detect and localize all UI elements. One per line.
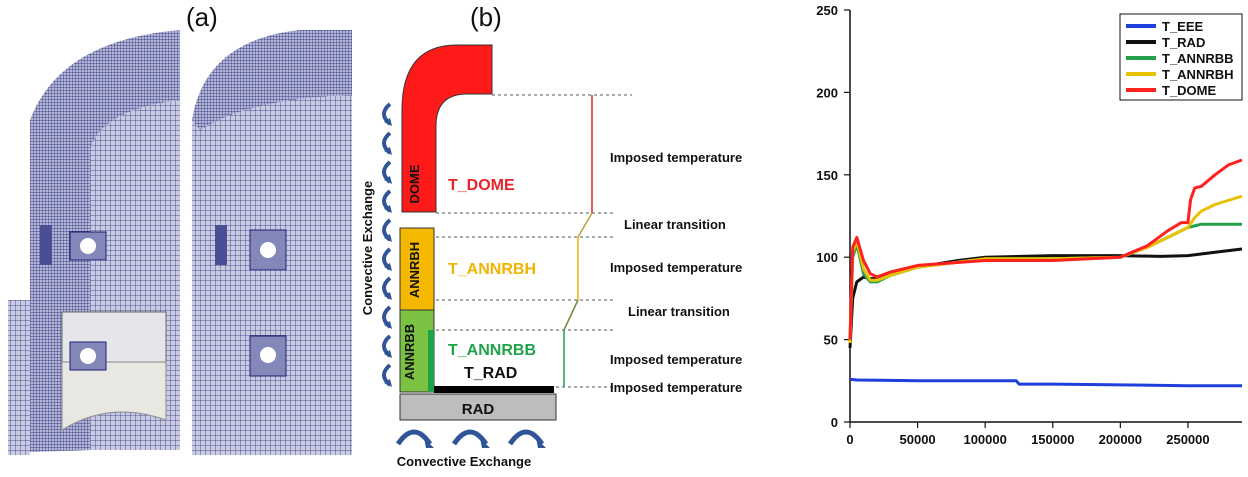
- mesh-model-cut: [8, 30, 180, 455]
- legend-label: T_EEE: [1162, 19, 1204, 34]
- series-line-t-dome: [848, 158, 1243, 340]
- curved-arrow-icon: [451, 429, 489, 446]
- annotation-linear-1: Linear transition: [624, 217, 726, 232]
- arrowhead-icon: [384, 234, 392, 242]
- x-tick-label: 250000: [1166, 432, 1209, 447]
- arrowhead-icon: [384, 118, 392, 126]
- rad-plate: [434, 386, 554, 393]
- annotation-imposed-4: Imposed temperature: [610, 380, 742, 395]
- schematic-diagram: DOME ANNRBH ANNRBB RAD T_DOME T_ANNRBH T…: [360, 44, 742, 469]
- panel-label-b: (b): [470, 2, 502, 32]
- arrowhead-icon: [384, 321, 392, 329]
- arrowhead-icon: [424, 438, 434, 448]
- arrowhead-icon: [536, 438, 546, 448]
- mesh-panel: (a): [0, 0, 352, 472]
- annotation-imposed-3: Imposed temperature: [610, 352, 742, 367]
- arrowhead-icon: [384, 379, 392, 387]
- arrowhead-icon: [384, 292, 392, 300]
- legend-label: T_ANNRBB: [1162, 51, 1234, 66]
- mesh-illustration: [8, 30, 352, 455]
- legend-label: T_RAD: [1162, 35, 1205, 50]
- t-annrbb-label: T_ANNRBB: [448, 342, 536, 359]
- convective-arrows-left: [382, 102, 392, 387]
- profile-transition-1: [577, 212, 593, 238]
- y-tick-label: 100: [816, 250, 838, 265]
- series-line-t-annrbb: [848, 222, 1242, 340]
- arrowhead-icon: [384, 263, 392, 271]
- profile-transition-2: [563, 299, 579, 331]
- annotation-linear-2: Linear transition: [628, 304, 730, 319]
- dome-label: DOME: [407, 164, 422, 203]
- convective-label-bottom: Convective Exchange: [397, 454, 531, 469]
- rad-block: [399, 393, 557, 421]
- t-annrbh-label: T_ANNRBH: [448, 261, 536, 278]
- chart-panel: 0 50 100 150 200 250 0 50000 100000 150000 200000 2…: [790, 0, 1248, 472]
- arrowhead-icon: [384, 176, 392, 184]
- annotation-imposed-2: Imposed temperature: [610, 260, 742, 275]
- legend-label: T_DOME: [1162, 83, 1217, 98]
- y-tick-label: 0: [831, 415, 838, 430]
- y-tick-label: 250: [816, 3, 838, 18]
- annrbb-label: ANNRBB: [402, 324, 417, 380]
- legend-label: T_ANNRBH: [1162, 67, 1234, 82]
- series-line-t-eee: [849, 377, 1242, 388]
- panel-label-a: (a): [186, 2, 218, 32]
- curved-arrow-icon: [395, 429, 433, 446]
- arrowhead-icon: [384, 205, 392, 213]
- curved-arrow-icon: [507, 429, 545, 446]
- y-tick-label: 200: [816, 85, 838, 100]
- t-dome-label: T_DOME: [448, 177, 515, 194]
- schematic-panel: (b) DOME ANNRBH ANNRBB RAD T_DOME T_ANNR…: [352, 0, 782, 472]
- x-tick-label: 150000: [1031, 432, 1074, 447]
- annrbb-strip: [428, 330, 434, 392]
- y-tick-label: 150: [816, 168, 838, 183]
- annotation-imposed-1: Imposed temperature: [610, 150, 742, 165]
- series-line-t-rad: [848, 247, 1243, 348]
- y-tick-label: 50: [824, 333, 838, 348]
- arrowhead-icon: [480, 438, 490, 448]
- convective-label-left: Convective Exchange: [360, 181, 375, 315]
- mesh-model-full: [192, 30, 352, 455]
- x-tick-label: 0: [846, 432, 853, 447]
- x-tick-label: 200000: [1099, 432, 1142, 447]
- arrowhead-icon: [384, 147, 392, 155]
- x-tick-label: 50000: [900, 432, 936, 447]
- temperature-chart: 0 50 100 150 200 250 0 50000 100000 150000 200000 2…: [816, 3, 1243, 447]
- rad-label: RAD: [462, 401, 495, 418]
- guide-lines: [436, 94, 632, 388]
- arrowhead-icon: [384, 350, 392, 358]
- annrbh-label: ANNRBH: [407, 242, 422, 298]
- dome-block: [401, 44, 493, 213]
- annrbh-block: [399, 227, 435, 311]
- convective-arrows-bottom: [395, 429, 546, 448]
- series-line-t-annrbh: [848, 194, 1243, 343]
- x-tick-label: 100000: [963, 432, 1006, 447]
- t-rad-label: T_RAD: [464, 365, 517, 382]
